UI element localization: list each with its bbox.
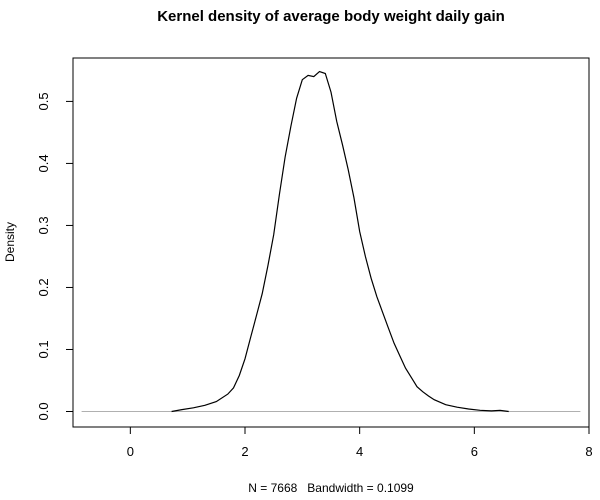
x-axis: 0 2 4 6 8 — [127, 427, 593, 459]
y-tick-label: 0.4 — [36, 154, 51, 172]
y-tick-label: 0.0 — [36, 402, 51, 420]
x-tick-label: 8 — [585, 444, 592, 459]
chart-title: Kernel density of average body weight da… — [157, 8, 505, 25]
x-axis-label: N = 7668 Bandwidth = 0.1099 — [248, 481, 414, 495]
y-tick-label: 0.2 — [36, 278, 51, 296]
plot-frame — [72, 57, 590, 428]
density-curve — [171, 70, 509, 413]
y-tick-label: 0.3 — [36, 216, 51, 234]
y-tick-label: 0.1 — [36, 340, 51, 358]
y-axis: 0.0 0.1 0.2 0.3 0.4 0.5 — [36, 92, 73, 421]
y-axis-label: Density — [3, 222, 17, 262]
x-tick-label: 6 — [471, 444, 478, 459]
x-tick-label: 2 — [241, 444, 248, 459]
y-tick-label: 0.5 — [36, 92, 51, 110]
x-tick-label: 0 — [127, 444, 134, 459]
x-tick-label: 4 — [356, 444, 363, 459]
